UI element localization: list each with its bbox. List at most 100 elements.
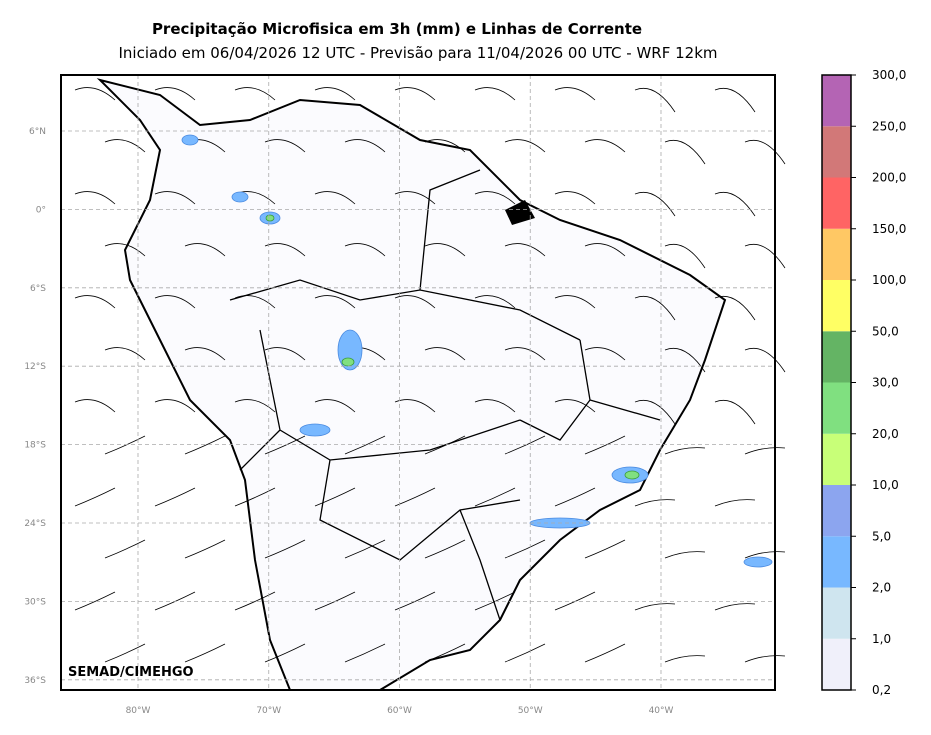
colorbar-segment <box>822 228 851 280</box>
streamline <box>744 655 786 663</box>
colorbar-segment <box>822 536 851 588</box>
streamline <box>664 551 706 559</box>
colorbar: 0,2 1,0 2,0 5,0 10,0 20,0 30,0 50,0 100,0 150,0 20… <box>821 68 906 697</box>
streamline <box>424 643 466 663</box>
coastline <box>96 78 727 691</box>
streamline <box>314 87 356 101</box>
lat-label: 6°N <box>29 127 46 137</box>
streamline <box>184 539 226 559</box>
lat-label: 24°S <box>24 519 46 529</box>
streamline <box>154 87 196 101</box>
streamline <box>474 295 516 309</box>
credit: SEMAD/CIMEHGO <box>68 665 194 680</box>
lat-label: 12°S <box>24 362 46 372</box>
streamline <box>394 399 436 413</box>
colorbar-segment <box>822 126 851 178</box>
streamline <box>74 87 116 101</box>
lat-label: 18°S <box>24 441 46 451</box>
streamline <box>184 435 226 455</box>
streamline <box>344 139 386 153</box>
streamline <box>344 539 386 559</box>
streamline <box>504 347 546 361</box>
streamline <box>744 551 786 559</box>
streamline <box>584 243 626 257</box>
streamline <box>504 435 546 455</box>
colorbar-label: 0,2 <box>872 683 891 697</box>
colorbar-segment <box>822 331 851 383</box>
streamline <box>424 435 466 455</box>
title: Precipitação Microfisica em 3h (mm) e Li… <box>152 20 642 38</box>
lon-label: 50°W <box>518 706 543 716</box>
streamline <box>554 191 596 205</box>
streamline <box>344 435 386 455</box>
colorbar-segment <box>822 638 851 690</box>
streamline <box>474 191 516 205</box>
streamline <box>154 487 196 507</box>
streamline <box>104 243 146 257</box>
streamline <box>744 243 786 269</box>
colorbar-label: 200,0 <box>872 171 906 185</box>
streamline <box>554 87 596 101</box>
borders <box>229 169 661 621</box>
streamline <box>504 643 546 663</box>
streamline <box>554 487 596 507</box>
streamline <box>714 295 756 321</box>
streamline <box>234 399 276 413</box>
streamline <box>104 347 146 361</box>
colorbar-segment <box>822 433 851 485</box>
streamline <box>344 643 386 663</box>
streamline <box>74 399 116 413</box>
colorbar-label: 300,0 <box>872 68 906 82</box>
streamline <box>74 487 116 507</box>
streamline <box>664 655 706 663</box>
streamline <box>184 347 226 361</box>
colorbar-label: 1,0 <box>872 632 891 646</box>
precip-cores <box>265 214 640 480</box>
colorbar-label: 50,0 <box>872 324 899 338</box>
streamline <box>104 139 146 153</box>
map <box>74 78 786 691</box>
streamline <box>504 243 546 257</box>
island <box>505 200 535 225</box>
streamline <box>634 499 676 507</box>
streamline <box>394 191 436 205</box>
lat-label: 0° <box>36 205 46 215</box>
lat-label: 36°S <box>24 676 46 686</box>
lon-label: 80°W <box>126 706 151 716</box>
streamline <box>474 487 516 507</box>
streamline <box>264 539 306 559</box>
streamline <box>744 447 786 455</box>
streamline <box>714 499 756 507</box>
streamline <box>424 243 466 257</box>
streamline <box>314 295 356 309</box>
streamline <box>634 295 676 321</box>
streamline <box>664 139 706 165</box>
streamline <box>234 87 276 101</box>
streamline <box>314 191 356 205</box>
streamline <box>234 591 276 611</box>
streamline <box>424 539 466 559</box>
streamline <box>234 487 276 507</box>
streamline <box>634 603 676 611</box>
streamline <box>664 243 706 269</box>
streamline <box>154 295 196 309</box>
streamline <box>554 399 596 413</box>
streamline <box>664 447 706 455</box>
streamline <box>474 87 516 101</box>
streamline <box>634 87 676 113</box>
lat-label: 6°S <box>30 284 46 294</box>
streamline <box>264 347 306 361</box>
streamline <box>714 399 756 425</box>
streamline <box>744 347 786 373</box>
streamline <box>154 399 196 413</box>
streamline <box>344 243 386 257</box>
colorbar-label: 150,0 <box>872 222 906 236</box>
colorbar-label: 5,0 <box>872 529 891 543</box>
streamline <box>554 295 596 309</box>
colorbar-segment <box>822 75 851 127</box>
streamline <box>104 539 146 559</box>
streamline <box>234 295 276 309</box>
lon-label: 70°W <box>256 706 281 716</box>
streamline <box>714 603 756 611</box>
